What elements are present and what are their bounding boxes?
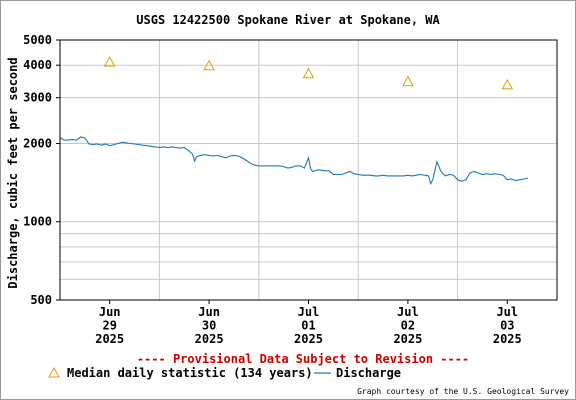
y-tick-label: 1000 (23, 215, 52, 229)
x-tick-label: 01 (301, 319, 315, 333)
median-marker (501, 78, 514, 90)
x-tick-label: 2025 (393, 332, 422, 346)
median-marker (302, 67, 315, 79)
x-tick-label: 2025 (294, 332, 323, 346)
x-tick-label: Jun (198, 305, 220, 319)
x-axis: Jun292025Jun302025Jul012025Jul022025Jul0… (95, 300, 522, 346)
discharge-series-line (59, 136, 529, 186)
y-tick-label: 500 (30, 293, 52, 307)
y-tick-label: 2000 (23, 136, 52, 150)
x-tick-label: 02 (401, 319, 415, 333)
y-axis: 500 1000 2000 3000 4000 5000 (23, 33, 60, 307)
provisional-data-notice: ---- Provisional Data Subject to Revisio… (137, 352, 469, 366)
legend-median-marker (48, 366, 60, 378)
x-tick-label: 2025 (95, 332, 124, 346)
x-tick-label: 2025 (493, 332, 522, 346)
chart-title: USGS 12422500 Spokane River at Spokane, … (136, 13, 440, 27)
x-tick-label: Jul (397, 305, 419, 319)
legend-median-label: Median daily statistic (134 years) (67, 366, 313, 380)
x-tick-label: 03 (500, 319, 514, 333)
legend: Median daily statistic (134 years) Disch… (48, 366, 401, 380)
y-axis-label: Discharge, cubic feet per second (6, 57, 20, 288)
x-tick-label: Jun (99, 305, 121, 319)
x-tick-label: 2025 (195, 332, 224, 346)
legend-discharge-label: Discharge (336, 366, 401, 380)
x-tick-label: 30 (202, 319, 216, 333)
series-layer (59, 56, 529, 186)
y-tick-label: 3000 (23, 91, 52, 105)
plot-border (59, 39, 558, 301)
y-tick-label: 4000 (23, 58, 52, 72)
median-marker (203, 59, 215, 71)
usgs-credit: Graph courtesy of the U.S. Geological Su… (357, 387, 569, 396)
median-marker (103, 56, 116, 67)
median-marker (402, 75, 414, 87)
y-tick-label: 5000 (23, 33, 52, 47)
x-tick-label: Jul (496, 305, 518, 319)
x-tick-label: Jul (298, 305, 320, 319)
grid-lines (60, 39, 557, 301)
x-tick-label: 29 (102, 319, 116, 333)
